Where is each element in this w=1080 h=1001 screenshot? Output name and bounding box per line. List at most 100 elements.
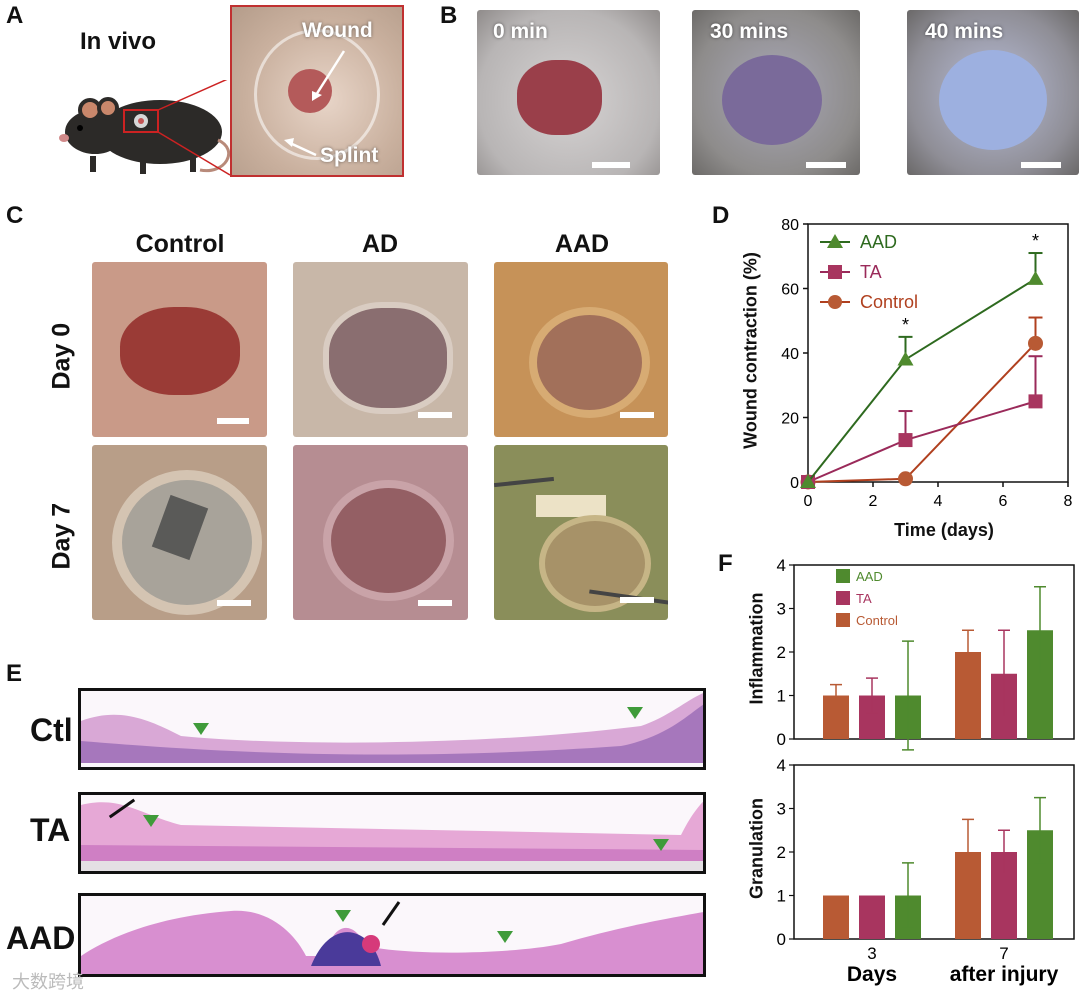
x-tick-label: 4 (934, 493, 943, 510)
y-tick-label: 1 (777, 687, 786, 706)
x-tick-label: 2 (869, 493, 878, 510)
watermark: 大数跨境 (12, 972, 84, 992)
y-tick-label: 0 (777, 930, 786, 949)
row-label-day0: Day 0 (47, 322, 76, 390)
histo-label-aad: AAD (6, 920, 76, 956)
point-aad (800, 474, 816, 488)
chart-f2-plot: 0 1 2 3 4 3 7 Days after injury (777, 756, 1075, 986)
column-label-control: Control (135, 230, 225, 258)
x-label-days: Days (847, 963, 897, 986)
y-tick-label: 4 (777, 556, 786, 575)
y-tick-label: 20 (781, 411, 799, 428)
point-control (898, 471, 913, 487)
significance-mark: * (1032, 231, 1039, 251)
panel-a-label: A (6, 2, 24, 29)
legend-swatch (836, 613, 850, 627)
splint-label: Splint (320, 144, 379, 167)
wound-photo-ad-day7 (293, 445, 468, 620)
y-tick-label: 3 (777, 800, 786, 819)
chart-d-frame (807, 223, 1069, 483)
bar-control-day3 (823, 895, 849, 939)
y-tick-label: 80 (781, 217, 799, 234)
significance-mark: * (902, 315, 909, 335)
histology-ta-tissue (81, 801, 703, 871)
legend-marker (828, 295, 842, 309)
y-tick-label: 0 (790, 475, 799, 492)
legend-swatch (836, 591, 850, 605)
x-tick-label: 7 (999, 944, 1008, 963)
chart-f-granulation: Granulation 0 1 2 3 4 3 7 Days after injury (740, 755, 1080, 1001)
in-vivo-title: In vivo (80, 28, 157, 55)
chart-f1-plot: 0 1 2 3 4 AAD TA Control (777, 556, 1075, 751)
chart-f1-ylabel: Inflammation (746, 592, 767, 705)
legend-swatch (836, 569, 850, 583)
bar-ta-day3 (859, 895, 885, 939)
y-tick-label: 0 (777, 730, 786, 749)
chart-d: Wound contraction (%) 0 20 40 60 80 0 2 4 6 8 * * AA… (734, 212, 1074, 552)
histology-ctl-tissue (81, 693, 703, 767)
histology-ta (78, 792, 706, 874)
chart-d-plot: 0 20 40 60 80 0 2 4 6 8 * * AAD TA Control (781, 217, 1073, 510)
histology-aad (78, 893, 706, 977)
x-tick-label: 6 (999, 493, 1008, 510)
row-label-day7: Day 7 (47, 502, 76, 570)
legend-label: Control (856, 613, 898, 628)
chart-d-ylabel-box: Wound contraction (%) (734, 212, 768, 492)
annotation-arrows (284, 50, 346, 157)
point-ta (898, 433, 913, 448)
y-tick-label: 4 (777, 756, 786, 775)
series-line-ta (807, 400, 1036, 483)
column-label-ad: AD (361, 230, 399, 258)
x-tick-label: 3 (867, 944, 876, 963)
panel-f-label: F (718, 550, 733, 577)
wound-photo-control-day7 (92, 445, 267, 620)
legend-label: Control (860, 292, 918, 312)
time-photo-0min: 0 min (477, 10, 660, 175)
panel-c-label: C (6, 202, 24, 229)
time-photo-40min: 40 mins (907, 10, 1079, 175)
wound-photo-ad-day0 (293, 262, 468, 437)
time-label-40: 40 mins (925, 20, 1004, 43)
point-aad (897, 351, 914, 366)
x-tick-label: 0 (804, 493, 813, 510)
chart-f-inflammation: Inflammation 0 1 2 3 4 AAD TA Control (740, 555, 1080, 755)
y-tick-label: 40 (781, 346, 799, 363)
wound-photo-aad-day7 (494, 445, 668, 620)
mouse-illustration (59, 80, 230, 176)
histology-ctl (78, 688, 706, 770)
legend-label: TA (856, 591, 872, 606)
legend-marker (828, 265, 842, 279)
y-tick-label: 2 (777, 843, 786, 862)
time-photo-30min: 30 mins (692, 10, 860, 175)
column-label-aad: AAD (554, 230, 610, 258)
series-line-control (807, 342, 1037, 483)
panel-b-label: B (440, 2, 458, 29)
chart-d-xlabel: Time (days) (894, 520, 994, 540)
y-tick-label: 1 (777, 887, 786, 906)
y-tick-label: 2 (777, 643, 786, 662)
series-line-aad (807, 277, 1037, 483)
y-tick-label: 3 (777, 600, 786, 619)
x-label-after-injury: after injury (950, 963, 1059, 986)
chart-d-ylabel: Wound contraction (%) (740, 252, 761, 449)
chart-f2-ylabel: Granulation (746, 798, 767, 900)
wound-photo-control-day0 (92, 262, 267, 437)
histo-label-ctl: Ctl (30, 712, 73, 748)
time-label-0: 0 min (493, 20, 548, 43)
wound-closeup-photo: Wound Splint (230, 5, 404, 177)
panel-e-label: E (6, 660, 23, 687)
point-aad (1027, 270, 1044, 285)
wound-photo-aad-day0 (494, 262, 668, 437)
panel-d-label: D (712, 202, 730, 229)
point-ta (1028, 394, 1043, 409)
time-label-30: 30 mins (710, 20, 789, 43)
histo-label-ta: TA (30, 812, 71, 848)
y-tick-label: 60 (781, 282, 799, 299)
wound-label: Wound (302, 19, 373, 42)
point-control (1028, 335, 1043, 351)
legend-label: AAD (860, 232, 897, 252)
x-tick-label: 8 (1064, 493, 1073, 510)
legend-label: TA (860, 262, 882, 282)
histology-aad-tissue (81, 910, 703, 974)
legend-label: AAD (856, 569, 883, 584)
